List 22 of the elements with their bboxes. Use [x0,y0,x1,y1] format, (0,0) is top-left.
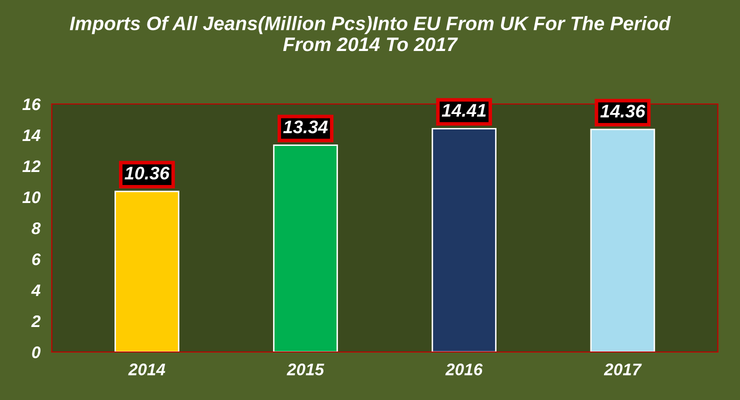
x-tick-label: 2017 [604,364,642,376]
y-tick-label: 16 [22,98,41,110]
data-label: 14.36 [600,104,646,118]
x-tick-label: 2015 [286,364,324,376]
y-tick-label: 6 [32,253,41,266]
data-label: 13.34 [283,120,328,134]
data-label: 14.41 [442,104,486,117]
y-tick-label: 8 [32,222,41,234]
bar [273,144,338,352]
y-tick-label: 10 [22,191,41,204]
x-tick-label: 2014 [128,364,166,376]
data-label: 10.36 [124,166,170,180]
x-tick-label: 2016 [445,364,483,376]
bar [114,190,180,352]
bar [590,128,656,352]
y-tick-label: 12 [22,160,41,172]
chart-title: Imports Of All Jeans(Million Pcs)Into EU From UK For The Period From 2014 To 2017 [70,16,671,52]
y-tick-label: 2 [31,315,41,328]
bar [432,128,496,352]
y-tick-label: 0 [32,346,41,358]
y-tick-label: 14 [22,130,40,142]
y-tick-label: 4 [31,284,40,296]
